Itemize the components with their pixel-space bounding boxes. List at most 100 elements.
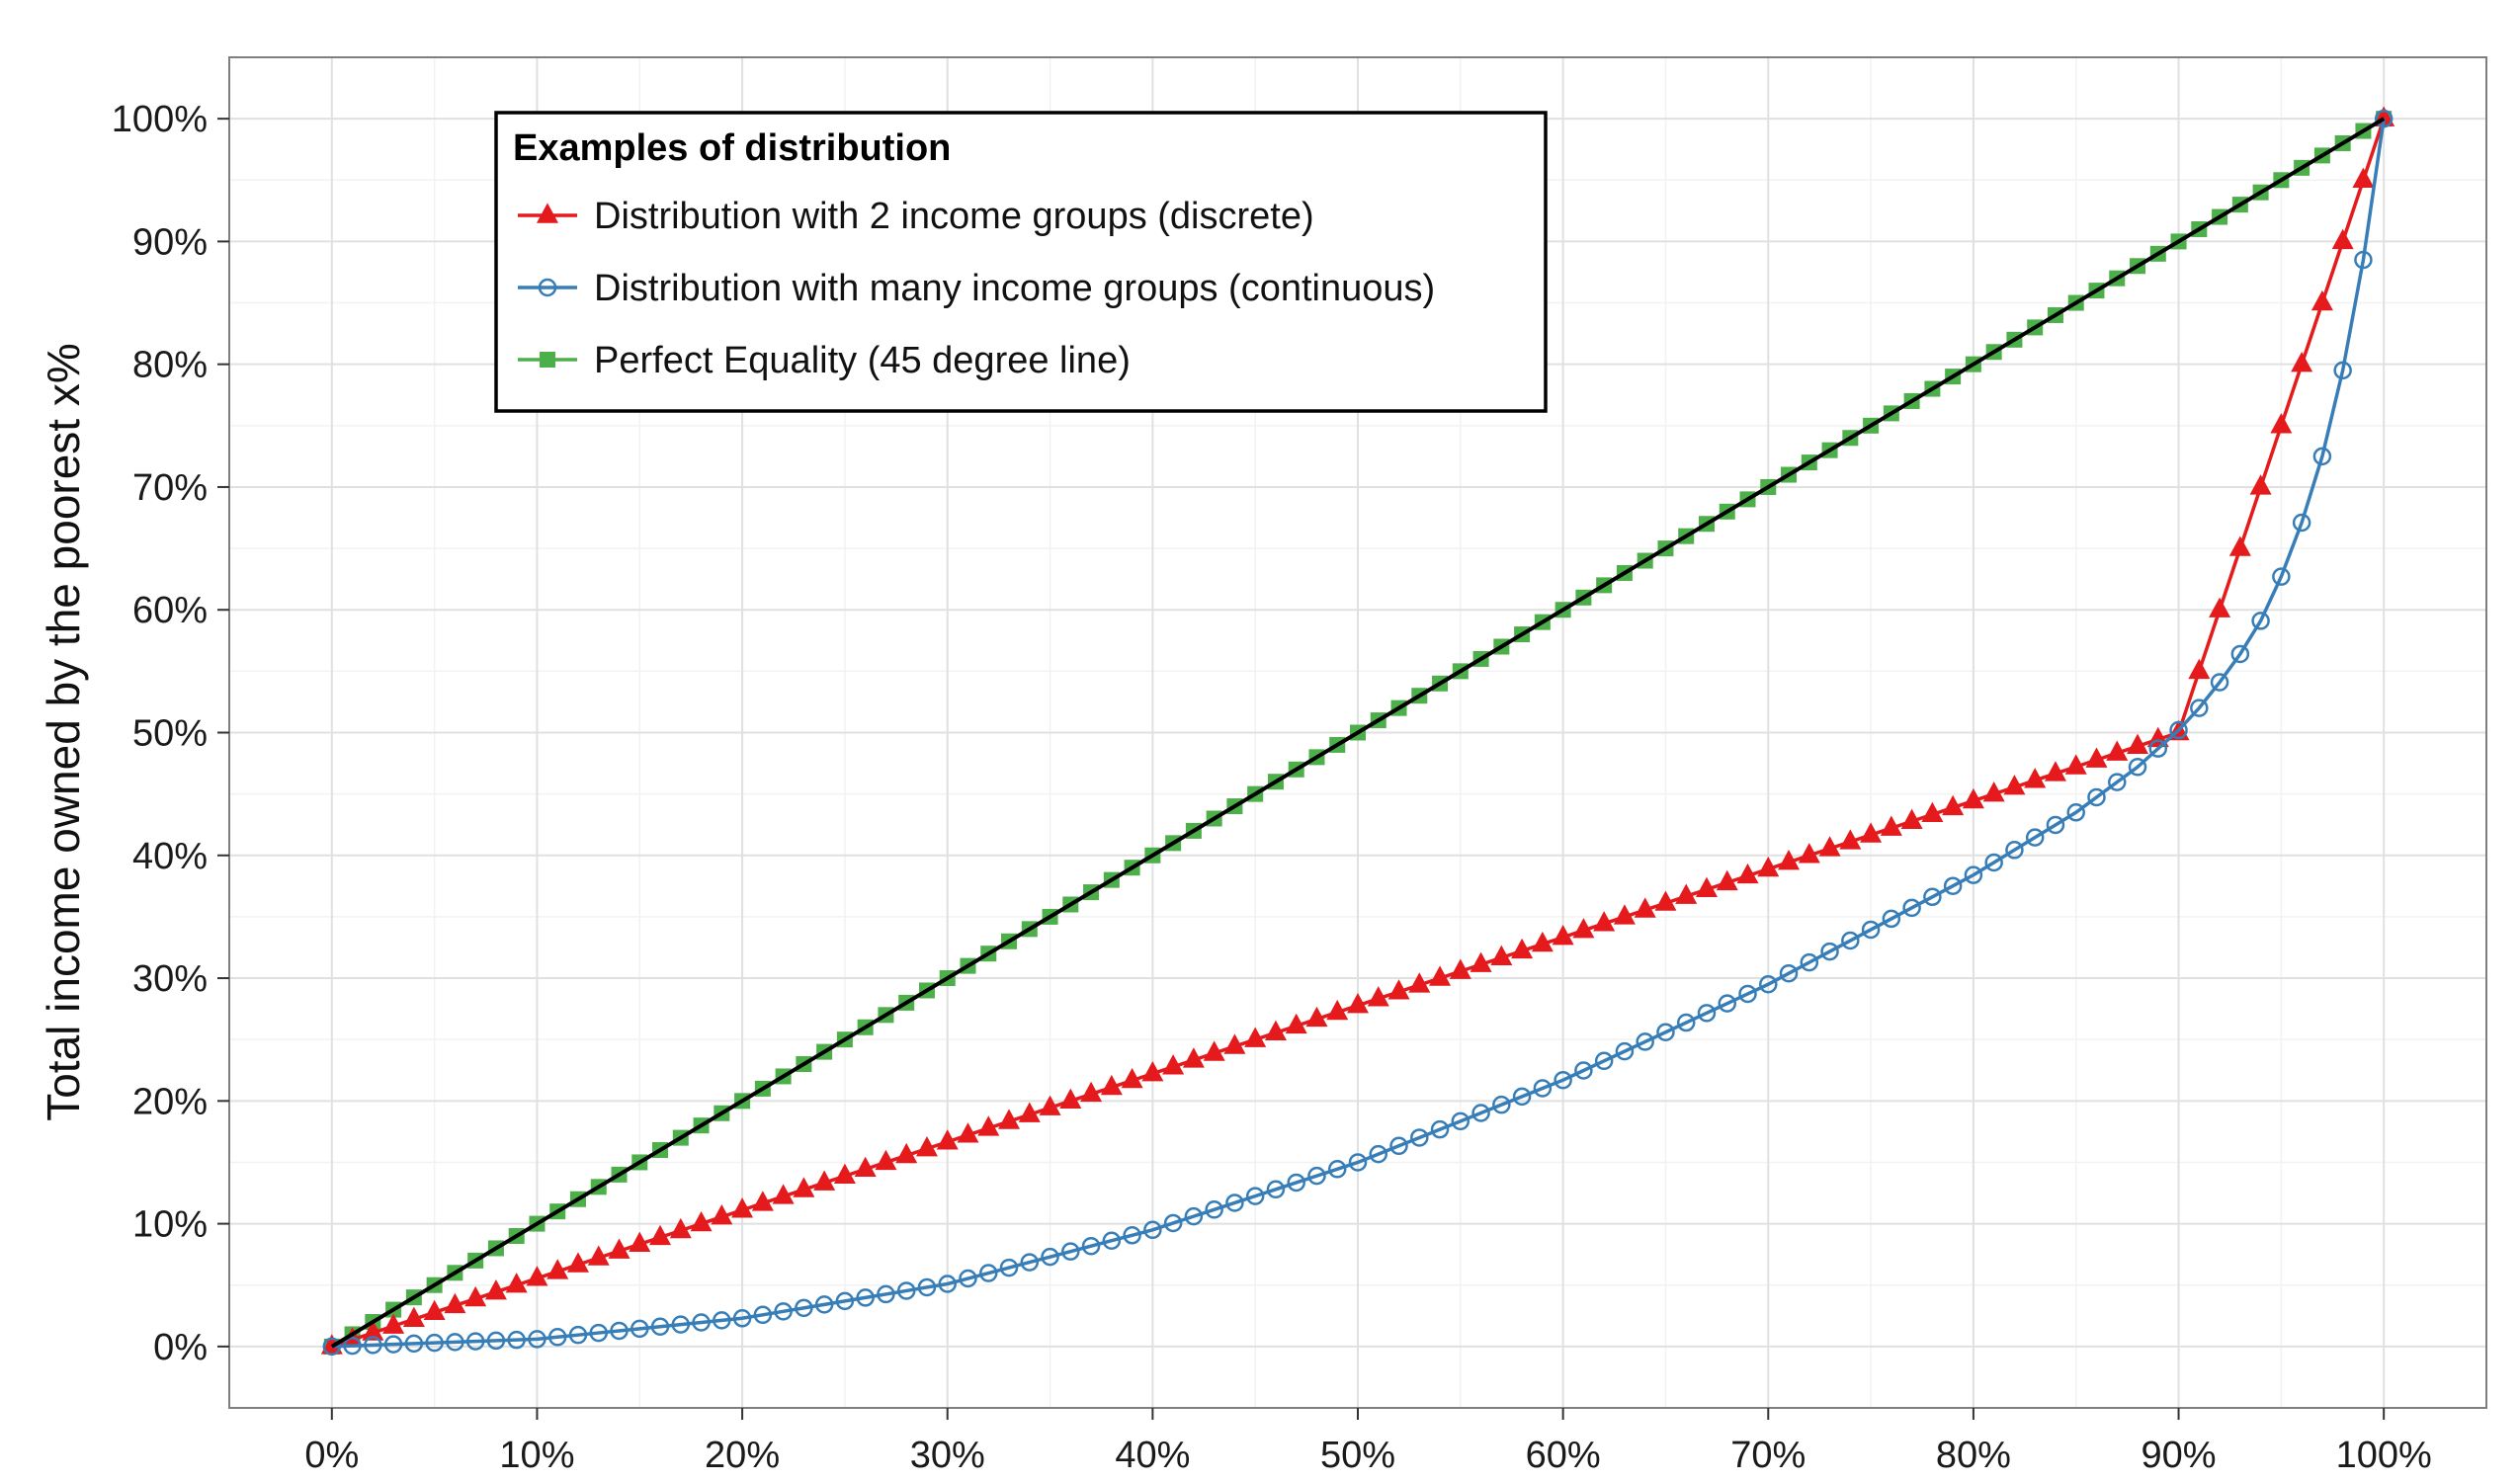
series-point — [957, 1122, 979, 1143]
series-layer — [320, 106, 2395, 1357]
series-point — [1718, 994, 1736, 1013]
series-point — [1492, 1095, 1511, 1114]
series-point — [936, 1129, 959, 1150]
series-point — [1449, 958, 1471, 979]
series-point — [1162, 1054, 1185, 1075]
x-tick-label: 20% — [705, 1435, 780, 1476]
series-point — [1018, 1102, 1041, 1122]
series-point — [1451, 1112, 1470, 1131]
series-point — [772, 1184, 795, 1204]
series-point — [1759, 975, 1778, 994]
series-point — [1841, 931, 1860, 950]
series-point — [1738, 984, 1757, 1004]
series-point — [547, 1328, 567, 1347]
series-point — [2087, 787, 2106, 807]
y-tick-label: 100% — [112, 99, 208, 140]
series-point — [1552, 924, 1574, 946]
y-tick-label: 90% — [132, 221, 208, 263]
series-point — [2312, 447, 2332, 466]
series-point — [364, 1336, 382, 1355]
y-tick-label: 40% — [132, 836, 208, 877]
series-point — [2374, 109, 2394, 128]
series-point — [917, 1277, 937, 1297]
series-point — [1081, 1236, 1101, 1256]
series-point — [1654, 890, 1677, 911]
series-point — [1902, 898, 1921, 918]
series-point — [1962, 787, 1984, 809]
series-point — [1900, 808, 1923, 829]
legend-label: Perfect Equality (45 degree line) — [594, 340, 1131, 381]
series-point — [1061, 1242, 1080, 1261]
series-point — [998, 1109, 1021, 1129]
series-point — [2310, 289, 2333, 311]
series-point — [1100, 1074, 1123, 1096]
series-point — [854, 1156, 877, 1178]
series-point — [1880, 815, 1902, 836]
series-point — [1574, 1061, 1593, 1080]
series-point — [1798, 843, 1820, 864]
series-point — [486, 1331, 506, 1351]
series-point — [2291, 352, 2313, 372]
series-point — [915, 1135, 938, 1157]
series-point — [608, 1238, 630, 1259]
series-point — [1716, 869, 1738, 891]
series-point — [1800, 952, 1819, 972]
series-point — [1636, 1032, 1654, 1051]
series-point — [1327, 1160, 1347, 1179]
series-point — [1470, 951, 1492, 972]
series-point — [793, 1177, 815, 1197]
series-point — [2108, 773, 2127, 791]
series-point — [896, 1281, 916, 1300]
series-point — [2272, 567, 2291, 586]
series-point — [977, 1115, 1000, 1136]
series-point — [877, 1284, 895, 1304]
legend-entry: Distribution with many income groups (co… — [518, 268, 1435, 309]
x-tick-label: 40% — [1115, 1435, 1190, 1476]
series-point — [1820, 942, 1839, 961]
series-point — [1533, 1079, 1553, 1098]
series-point — [1511, 938, 1534, 959]
x-tick-label: 10% — [499, 1435, 574, 1476]
series-point — [856, 1288, 875, 1307]
series-point — [2128, 758, 2147, 777]
legend-entry: Distribution with 2 income groups (discr… — [518, 196, 1314, 237]
series-point — [1593, 911, 1616, 932]
series-point — [1861, 920, 1881, 940]
series-point — [711, 1204, 733, 1225]
series-point — [1613, 904, 1636, 925]
x-tick-label: 0% — [304, 1435, 359, 1476]
series-point — [382, 1313, 405, 1334]
series-point — [1615, 1041, 1635, 1061]
axis-layer: 0% 10% 20% 30% 40% 50% 60% 70% 80% 90% 100% 0% 10% 20… — [112, 99, 2432, 1476]
series-point — [1205, 1200, 1223, 1219]
series-point — [999, 1258, 1019, 1277]
series-point — [1367, 986, 1389, 1007]
series-point — [938, 1275, 957, 1293]
series-point — [1676, 1013, 1696, 1032]
series-point — [2064, 754, 2087, 775]
series-point — [322, 1337, 342, 1357]
series-point — [1184, 1206, 1204, 1226]
series-point — [1347, 993, 1369, 1014]
series-point — [2188, 658, 2211, 680]
series-point — [1923, 887, 1942, 907]
series-point — [1572, 918, 1595, 939]
series-point — [630, 1319, 649, 1339]
series-point — [1779, 963, 1799, 983]
series-point — [959, 1269, 977, 1288]
y-tick-label: 20% — [132, 1081, 208, 1122]
y-tick-label: 30% — [132, 958, 208, 1000]
series-1 — [322, 109, 2394, 1357]
series-point — [1554, 1070, 1572, 1090]
series-point — [1059, 1088, 1082, 1110]
series-point — [446, 1333, 464, 1352]
series-point — [1697, 1004, 1717, 1023]
series-point — [1080, 1081, 1103, 1103]
x-tick-label: 60% — [1526, 1435, 1601, 1476]
series-point — [2228, 535, 2251, 556]
series-point — [649, 1224, 672, 1246]
series-point — [795, 1298, 813, 1318]
series-point — [1102, 1231, 1122, 1250]
series-point — [1942, 794, 1965, 816]
series-point — [1594, 1051, 1614, 1071]
